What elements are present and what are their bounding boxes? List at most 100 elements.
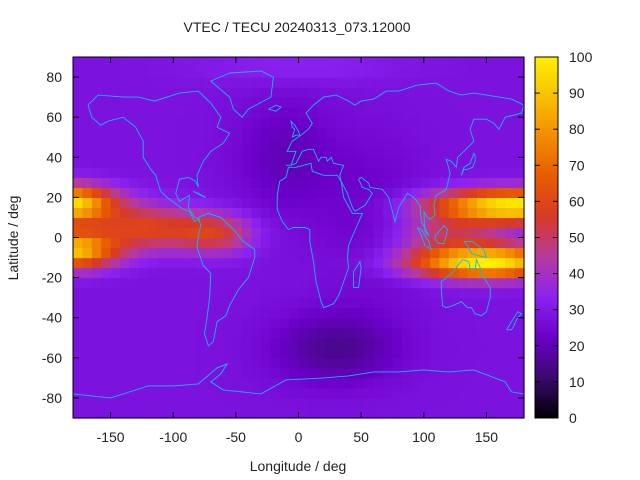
heatmap-cell — [213, 327, 224, 339]
heatmap-cell — [364, 277, 375, 289]
heatmap-cell — [289, 197, 300, 209]
heatmap-cell — [467, 347, 478, 359]
heatmap-cell — [439, 207, 450, 219]
heatmap-cell — [298, 177, 309, 188]
heatmap-cell — [354, 77, 365, 88]
heatmap-cell — [430, 87, 441, 98]
heatmap-cell — [411, 247, 422, 259]
heatmap-cell — [354, 267, 365, 279]
heatmap-cell — [213, 297, 224, 309]
heatmap-cell — [345, 207, 356, 219]
heatmap-cell — [345, 137, 356, 148]
heatmap-cell — [101, 327, 112, 339]
heatmap-cell — [326, 317, 337, 329]
heatmap-cell — [138, 187, 149, 198]
heatmap-cell — [119, 207, 130, 219]
heatmap-cell — [110, 307, 121, 319]
heatmap-cell — [157, 277, 168, 289]
heatmap-cell — [260, 377, 271, 389]
heatmap-cell — [73, 257, 83, 269]
heatmap-cell — [213, 287, 224, 299]
heatmap-cell — [458, 377, 469, 389]
heatmap-cell — [110, 177, 121, 188]
heatmap-cell — [176, 207, 187, 219]
heatmap-cell — [307, 197, 318, 209]
heatmap-cell — [495, 297, 506, 309]
heatmap-cell — [336, 97, 347, 108]
heatmap-cell — [317, 117, 328, 128]
heatmap-cell — [82, 187, 93, 198]
heatmap-cell — [467, 307, 478, 319]
heatmap-cell — [345, 257, 356, 269]
heatmap-cell — [458, 117, 469, 128]
heatmap-cell — [345, 397, 356, 409]
heatmap-cell — [505, 197, 516, 209]
heatmap-cell — [185, 67, 196, 78]
heatmap-cell — [401, 327, 412, 339]
heatmap-cell — [223, 67, 234, 78]
heatmap-cell — [242, 287, 253, 299]
heatmap-cell — [336, 327, 347, 339]
heatmap-cell — [242, 97, 253, 108]
heatmap-cell — [82, 337, 93, 349]
heatmap-cell — [157, 287, 168, 299]
heatmap-cell — [270, 337, 281, 349]
heatmap-cell — [345, 277, 356, 289]
heatmap-cell — [401, 217, 412, 229]
heatmap-cell — [138, 247, 149, 259]
heatmap-cell — [110, 397, 121, 409]
heatmap-cell — [289, 87, 300, 98]
heatmap-cell — [345, 127, 356, 138]
heatmap-cell — [477, 177, 488, 188]
heatmap-cell — [317, 147, 328, 158]
heatmap-cell — [392, 397, 403, 409]
heatmap-cell — [467, 197, 478, 209]
heatmap-cell — [336, 397, 347, 409]
heatmap-cell — [232, 237, 243, 249]
heatmap-cell — [373, 397, 384, 409]
heatmap-cell — [213, 147, 224, 158]
heatmap-cell — [326, 257, 337, 269]
heatmap-cell — [91, 407, 102, 419]
heatmap-cell — [448, 407, 459, 419]
heatmap-cell — [157, 407, 168, 419]
heatmap-cell — [157, 127, 168, 138]
heatmap-cell — [176, 117, 187, 128]
heatmap-cell — [514, 187, 525, 198]
heatmap-cell — [101, 147, 112, 158]
heatmap-cell — [514, 297, 525, 309]
heatmap-cell — [242, 177, 253, 188]
heatmap-cell — [364, 67, 375, 78]
heatmap-cell — [82, 267, 93, 279]
heatmap-cell — [326, 297, 337, 309]
heatmap-cell — [307, 297, 318, 309]
heatmap-cell — [514, 407, 525, 419]
heatmap-cell — [411, 327, 422, 339]
heatmap-cell — [176, 387, 187, 399]
heatmap-cell — [270, 357, 281, 369]
heatmap-cell — [364, 397, 375, 409]
heatmap-cell — [477, 337, 488, 349]
heatmap-cell — [317, 177, 328, 188]
heatmap-cell — [242, 297, 253, 309]
heatmap-cell — [270, 87, 281, 98]
heatmap-cell — [82, 377, 93, 389]
heatmap-cell — [477, 87, 488, 98]
heatmap-cell — [458, 367, 469, 379]
heatmap-cell — [270, 377, 281, 389]
heatmap-cell — [91, 287, 102, 299]
heatmap-cell — [270, 117, 281, 128]
heatmap-cell — [195, 257, 206, 269]
heatmap-cell — [477, 377, 488, 389]
heatmap-cell — [176, 127, 187, 138]
heatmap-cell — [392, 367, 403, 379]
heatmap-cell — [166, 357, 177, 369]
heatmap-cell — [392, 197, 403, 209]
heatmap-cell — [157, 297, 168, 309]
heatmap-cell — [307, 307, 318, 319]
heatmap-cell — [110, 207, 121, 219]
y-tick-label: 40 — [46, 149, 62, 165]
heatmap-cell — [101, 307, 112, 319]
heatmap-cell — [326, 377, 337, 389]
